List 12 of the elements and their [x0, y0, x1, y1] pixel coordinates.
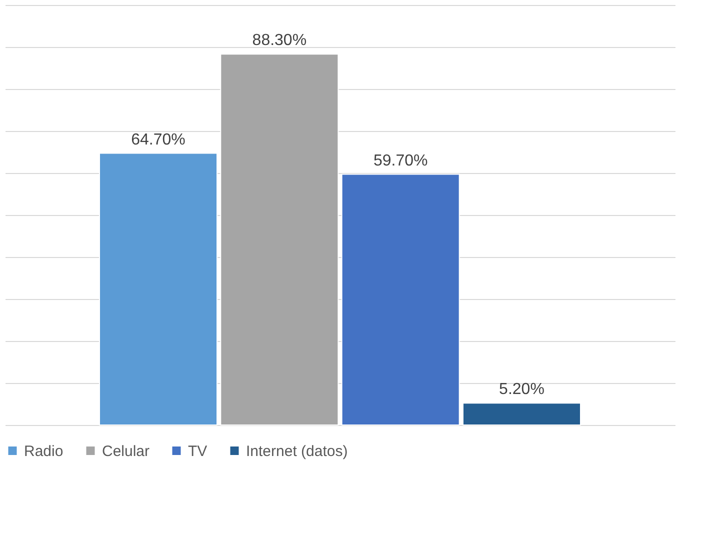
legend-label: TV [188, 442, 208, 460]
bar [462, 402, 581, 426]
legend-label: Internet (datos) [246, 442, 348, 460]
legend-label: Radio [24, 442, 64, 460]
bar [99, 152, 218, 426]
legend-label: Celular [102, 442, 150, 460]
data-label: 59.70% [373, 152, 428, 170]
data-label: 64.70% [131, 131, 186, 148]
data-label: 88.30% [252, 32, 307, 50]
bar [341, 174, 460, 426]
data-label: 5.20% [499, 381, 544, 398]
bar [220, 54, 339, 426]
